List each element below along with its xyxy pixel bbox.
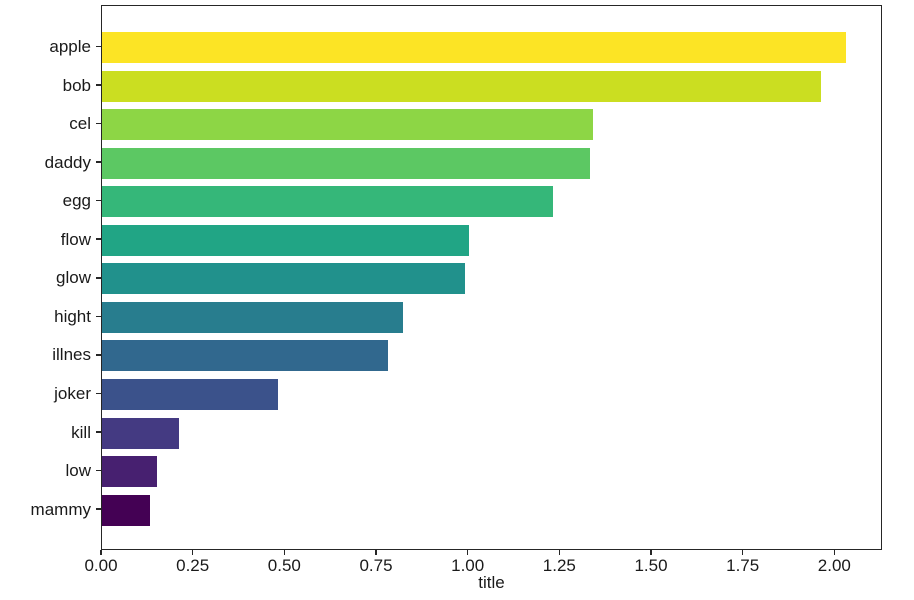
bar-mammy — [102, 494, 150, 526]
bar-illnes — [102, 340, 388, 372]
bar-joker — [102, 378, 278, 410]
x-tick-mark — [741, 550, 744, 555]
x-tick-mark — [650, 550, 652, 555]
y-tick-mark — [96, 238, 101, 241]
bar-cel — [102, 109, 594, 141]
bar-glow — [102, 263, 465, 295]
bar-apple — [102, 32, 847, 63]
y-tick-label-hight: hight — [54, 306, 91, 326]
x-tick-label-0.50: 0.50 — [267, 556, 301, 575]
x-tick-mark — [558, 550, 561, 555]
y-tick-label-bob: bob — [62, 75, 91, 95]
x-tick-mark — [283, 550, 286, 555]
y-tick-label-mammy: mammy — [30, 499, 91, 519]
x-tick-mark — [466, 550, 469, 555]
y-tick-mark — [96, 84, 101, 86]
y-tick-label-apple: apple — [49, 37, 91, 56]
y-tick-mark — [96, 508, 101, 510]
y-tick-label-cel: cel — [69, 114, 91, 134]
y-tick-label-illnes: illnes — [52, 345, 91, 365]
x-tick-label-1.50: 1.50 — [634, 556, 668, 575]
bar-daddy — [102, 147, 590, 179]
bars-container — [102, 6, 881, 549]
x-tick-mark — [100, 550, 102, 555]
y-tick-label-egg: egg — [62, 191, 91, 211]
y-tick-mark — [96, 122, 101, 125]
y-tick-label-low: low — [65, 461, 91, 481]
y-tick-label-flow: flow — [60, 229, 91, 249]
x-tick-label-1.00: 1.00 — [451, 556, 485, 575]
bar-bob — [102, 70, 821, 102]
y-tick-mark — [96, 199, 101, 202]
x-tick-label-1.25: 1.25 — [542, 556, 576, 575]
x-axis-label: title — [478, 573, 505, 592]
y-tick-label-kill: kill — [71, 422, 91, 442]
bar-kill — [102, 417, 179, 449]
x-tick-label-0.75: 0.75 — [359, 556, 393, 575]
x-tick-label-2.00: 2.00 — [817, 556, 851, 575]
y-tick-mark — [96, 277, 101, 279]
x-tick-mark — [833, 550, 836, 555]
plot-area — [101, 5, 882, 550]
x-tick-label-0.25: 0.25 — [176, 556, 210, 575]
y-tick-mark — [96, 354, 101, 356]
y-tick-label-glow: glow — [56, 268, 91, 288]
bar-flow — [102, 224, 469, 256]
y-tick-mark — [96, 469, 101, 472]
y-tick-mark — [96, 392, 101, 395]
x-tick-label-0.00: 0.00 — [84, 556, 118, 575]
y-tick-mark — [96, 431, 101, 433]
y-tick-label-joker: joker — [54, 383, 91, 403]
x-tick-mark — [191, 550, 194, 555]
bar-hight — [102, 301, 403, 333]
bar-low — [102, 456, 157, 488]
y-tick-label-daddy: daddy — [44, 152, 91, 172]
x-tick-mark — [375, 550, 377, 555]
y-tick-mark — [96, 315, 101, 318]
y-tick-mark — [96, 45, 101, 48]
y-tick-mark — [96, 161, 101, 163]
bar-egg — [102, 186, 553, 218]
x-tick-label-1.75: 1.75 — [726, 556, 760, 575]
